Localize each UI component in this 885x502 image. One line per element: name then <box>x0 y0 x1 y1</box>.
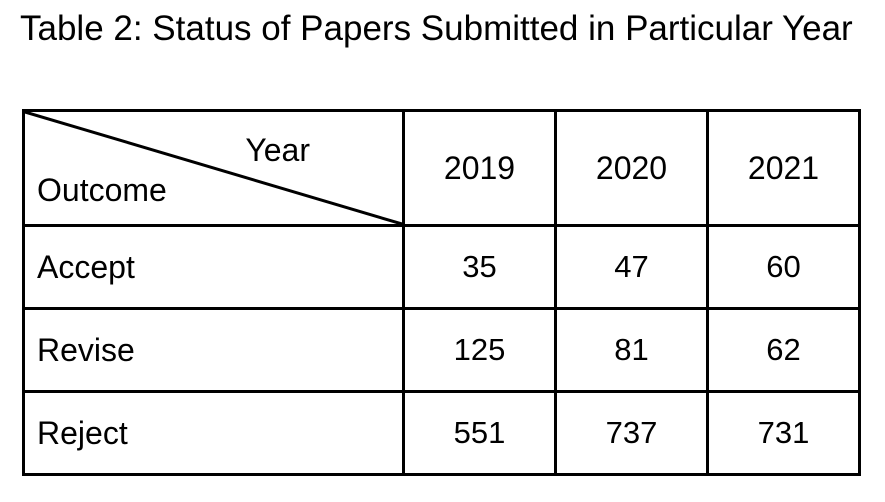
diagonal-divider <box>25 112 402 224</box>
table-row-accept: Accept 35 47 60 <box>22 224 861 310</box>
table-row-revise: Revise 125 81 62 <box>22 307 861 393</box>
table-cell: 62 <box>706 307 861 393</box>
table-cell: 60 <box>706 224 861 310</box>
row-header-label: Outcome <box>37 172 167 208</box>
table-cell: 35 <box>402 224 557 310</box>
column-header-2020: 2020 <box>554 109 709 227</box>
table-cell: 125 <box>402 307 557 393</box>
table-caption: Table 2: Status of Papers Submitted in P… <box>20 9 853 48</box>
row-label: Reject <box>22 390 405 476</box>
table-cell: 731 <box>706 390 861 476</box>
table-row-reject: Reject 551 737 731 <box>22 390 861 476</box>
table-cell: 47 <box>554 224 709 310</box>
status-table: Year Outcome 2019 2020 2021 Accept 35 47… <box>22 109 861 476</box>
table-cell: 551 <box>402 390 557 476</box>
row-label: Accept <box>22 224 405 310</box>
column-header-2019: 2019 <box>402 109 557 227</box>
column-header-2021: 2021 <box>706 109 861 227</box>
table-cell: 81 <box>554 307 709 393</box>
row-label: Revise <box>22 307 405 393</box>
header-row: Year Outcome 2019 2020 2021 <box>22 109 861 227</box>
corner-header-cell: Year Outcome <box>22 109 405 227</box>
column-header-label: Year <box>245 132 310 168</box>
table-cell: 737 <box>554 390 709 476</box>
